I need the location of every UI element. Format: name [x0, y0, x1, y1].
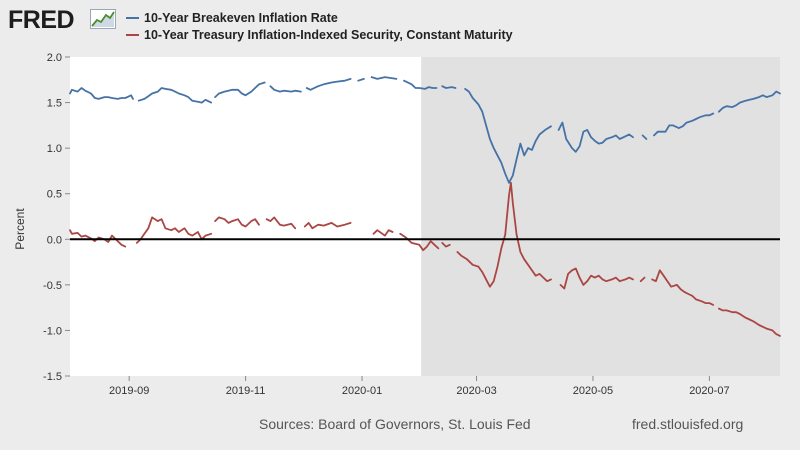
legend-label-breakeven: 10-Year Breakeven Inflation Rate: [144, 10, 338, 25]
series-line-tips: [372, 229, 394, 237]
recession-shading: [421, 57, 780, 376]
series-line-breakeven: [557, 121, 634, 153]
series-line-breakeven: [269, 85, 302, 93]
axes: 2.0 1.5 1.0 0.5 0.0 -0.5 -1.0 -1.5 2019-09 2019-1…: [43, 52, 730, 397]
series-line-tips: [303, 221, 352, 230]
series-line-tips: [265, 216, 297, 230]
series-line-breakeven: [305, 77, 352, 91]
series-lines: [69, 76, 781, 337]
series-line-breakeven: [69, 87, 134, 100]
series-line-tips: [456, 181, 552, 288]
series-line-breakeven: [403, 79, 438, 90]
series-line-breakeven: [653, 112, 715, 137]
series-line-breakeven: [441, 85, 457, 89]
x-tick-label: 2020-07: [689, 385, 729, 397]
series-line-breakeven: [357, 77, 365, 82]
y-tick-label: -1.0: [43, 325, 62, 337]
chart-legend: 10-Year Breakeven Inflation Rate 10-Year…: [126, 9, 513, 43]
legend-item-breakeven[interactable]: 10-Year Breakeven Inflation Rate: [126, 9, 513, 26]
plot-area: [70, 57, 780, 376]
series-line-breakeven: [641, 134, 648, 140]
y-tick-label: 1.0: [47, 143, 62, 155]
x-tick-label: 2020-05: [573, 385, 613, 397]
series-line-tips: [441, 241, 451, 248]
legend-label-tips: 10-Year Treasury Inflation-Indexed Secur…: [144, 27, 513, 42]
series-line-breakeven: [137, 87, 213, 104]
x-tick-label: 2020-03: [456, 385, 496, 397]
series-line-tips: [214, 216, 260, 228]
legend-swatch-tips: [126, 33, 139, 36]
series-line-tips: [718, 307, 781, 337]
series-line-breakeven: [718, 90, 781, 113]
x-tick-label: 2019-09: [109, 385, 149, 397]
y-tick-label: 0.5: [47, 189, 62, 201]
series-line-tips: [639, 276, 646, 283]
footer-sources: Sources: Board of Governors, St. Louis F…: [259, 416, 531, 432]
chart-header: FRED 10-Year Breakeven Inflation Rate 10…: [0, 0, 800, 48]
series-line-breakeven: [370, 76, 398, 80]
line-chart: 2.0 1.5 1.0 0.5 0.0 -0.5 -1.0 -1.5 2019-09 2019-1…: [13, 52, 781, 397]
legend-item-tips[interactable]: 10-Year Treasury Inflation-Indexed Secur…: [126, 26, 513, 43]
x-tick-label: 2020-01: [342, 385, 382, 397]
legend-swatch-breakeven: [126, 16, 139, 19]
y-tick-label: 2.0: [47, 52, 62, 64]
series-line-tips: [651, 269, 715, 306]
y-tick-label: 1.5: [47, 98, 62, 110]
chart-line-icon: [90, 9, 116, 29]
y-tick-label: -1.5: [43, 371, 62, 383]
y-axis-label: Percent: [13, 208, 27, 250]
fred-logo[interactable]: FRED: [8, 6, 75, 34]
series-line-tips: [559, 267, 634, 290]
footer-url[interactable]: fred.stlouisfed.org: [632, 416, 744, 432]
y-tick-label: 0.0: [47, 234, 62, 246]
series-line-breakeven: [214, 81, 266, 98]
series-line-breakeven: [464, 88, 552, 184]
series-line-tips: [135, 216, 213, 244]
x-tick-label: 2019-11: [226, 385, 266, 397]
y-tick-label: -0.5: [43, 280, 62, 292]
